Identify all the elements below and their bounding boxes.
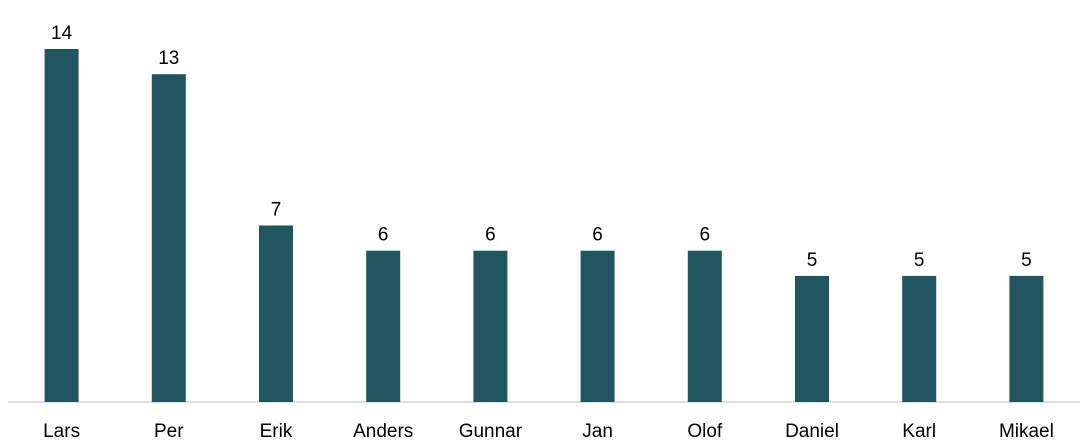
category-label-lars: Lars [43,421,80,441]
bar-gunnar [473,250,508,402]
value-label-daniel: 5 [807,250,818,271]
value-label-karl: 5 [914,250,925,271]
category-label-karl: Karl [902,421,936,441]
bar-erik [259,225,293,402]
category-label-group: Lars Per Erik Anders Gunnar Jan Olof Daniel Karl… [43,421,1054,441]
category-label-per: Per [154,421,184,441]
bar-jan [580,250,615,402]
category-label-daniel: Daniel [785,421,839,441]
bar-daniel [795,275,829,402]
bar-per [151,74,186,402]
value-label-anders: 6 [378,225,389,246]
value-label-erik: 7 [271,200,282,221]
category-label-mikael: Mikael [999,421,1054,441]
bar-group [44,49,1044,402]
bar-karl [902,275,937,402]
value-label-mikael: 5 [1021,250,1032,271]
category-label-gunnar: Gunnar [459,421,523,441]
value-label-gunnar: 6 [485,225,496,246]
value-label-lars: 14 [51,23,73,44]
bar-mikael [1009,275,1044,402]
value-label-jan: 6 [592,225,603,246]
bar-olof [687,250,722,402]
category-label-olof: Olof [687,421,723,441]
value-label-olof: 6 [700,225,711,246]
bar-lars [44,49,79,402]
value-label-per: 13 [158,48,179,69]
bar-anders [366,250,401,402]
category-label-erik: Erik [260,421,293,441]
category-label-jan: Jan [582,421,613,441]
category-label-anders: Anders [353,421,413,441]
value-label-group: 14 13 7 6 6 6 6 5 5 5 [51,23,1032,271]
